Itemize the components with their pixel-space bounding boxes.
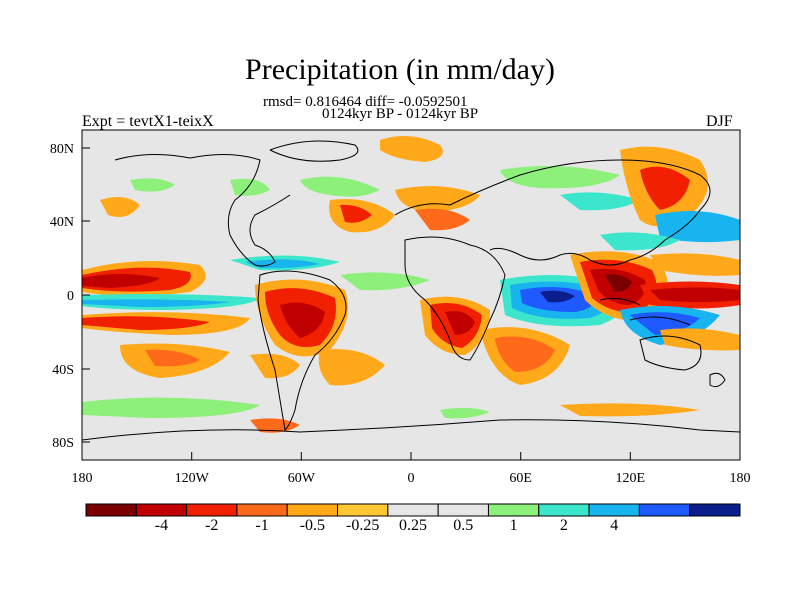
colorbar-swatch bbox=[638, 503, 691, 517]
lat-tick-label: 40N bbox=[50, 215, 74, 230]
colorbar-swatch bbox=[236, 503, 288, 517]
colorbar-label: -0.5 bbox=[300, 517, 325, 534]
colorbar-label: -1 bbox=[255, 517, 268, 534]
stats-line: rmsd= 0.816464 diff= -0.0592501 bbox=[263, 94, 468, 110]
lat-tick-label: 80S bbox=[52, 436, 74, 451]
lon-tick-label: 120E bbox=[616, 471, 646, 486]
colorbar-swatch bbox=[588, 503, 640, 517]
lon-tick-label: 0 bbox=[408, 471, 415, 486]
colorbar-swatch bbox=[689, 503, 741, 517]
colorbar-swatch bbox=[135, 503, 188, 517]
colorbar-swatch bbox=[387, 503, 439, 517]
lat-tick-label: 80N bbox=[50, 142, 74, 157]
colorbar-label: -2 bbox=[205, 517, 218, 534]
map-field bbox=[82, 130, 740, 460]
lon-tick-label: 120W bbox=[175, 471, 210, 486]
colorbar-swatch bbox=[437, 503, 489, 517]
colorbar-swatch bbox=[186, 503, 238, 517]
season-label: DJF bbox=[706, 113, 733, 130]
colorbar-label: 0.5 bbox=[453, 517, 473, 534]
period-line: 0124kyr BP - 0124kyr BP bbox=[322, 106, 479, 122]
chart-title: Precipitation (in mm/day) bbox=[245, 53, 555, 86]
colorbar-swatch bbox=[85, 503, 137, 517]
colorbar-swatch bbox=[538, 503, 590, 517]
colorbar-label: 4 bbox=[610, 517, 618, 534]
colorbar-label: -0.25 bbox=[346, 517, 379, 534]
colorbar-swatch bbox=[487, 503, 540, 517]
experiment-label: Expt = tevtX1-teixX bbox=[82, 113, 214, 130]
lat-tick-label: 0 bbox=[67, 289, 74, 304]
lat-tick-label: 40S bbox=[52, 363, 74, 378]
lon-tick-label: 180 bbox=[730, 471, 751, 486]
colorbar-swatch bbox=[286, 503, 339, 517]
colorbar-label: -4 bbox=[155, 517, 168, 534]
lon-tick-label: 180 bbox=[72, 471, 93, 486]
longitude-axis: 180 120W 60W 0 60E 120E 180 bbox=[72, 452, 751, 486]
colorbar-label: 0.25 bbox=[399, 517, 427, 534]
lon-tick-label: 60E bbox=[509, 471, 532, 486]
colorbar-label: 1 bbox=[510, 517, 518, 534]
colorbar: -4 -2 -1 -0.5 -0.25 0.25 0.5 1 2 4 bbox=[85, 503, 741, 534]
coastlines bbox=[82, 140, 740, 441]
lon-tick-label: 60W bbox=[288, 471, 316, 486]
colorbar-swatch bbox=[337, 503, 389, 517]
colorbar-label: 2 bbox=[560, 517, 568, 534]
latitude-axis: 80N 40N 0 40S 80S bbox=[50, 142, 90, 451]
